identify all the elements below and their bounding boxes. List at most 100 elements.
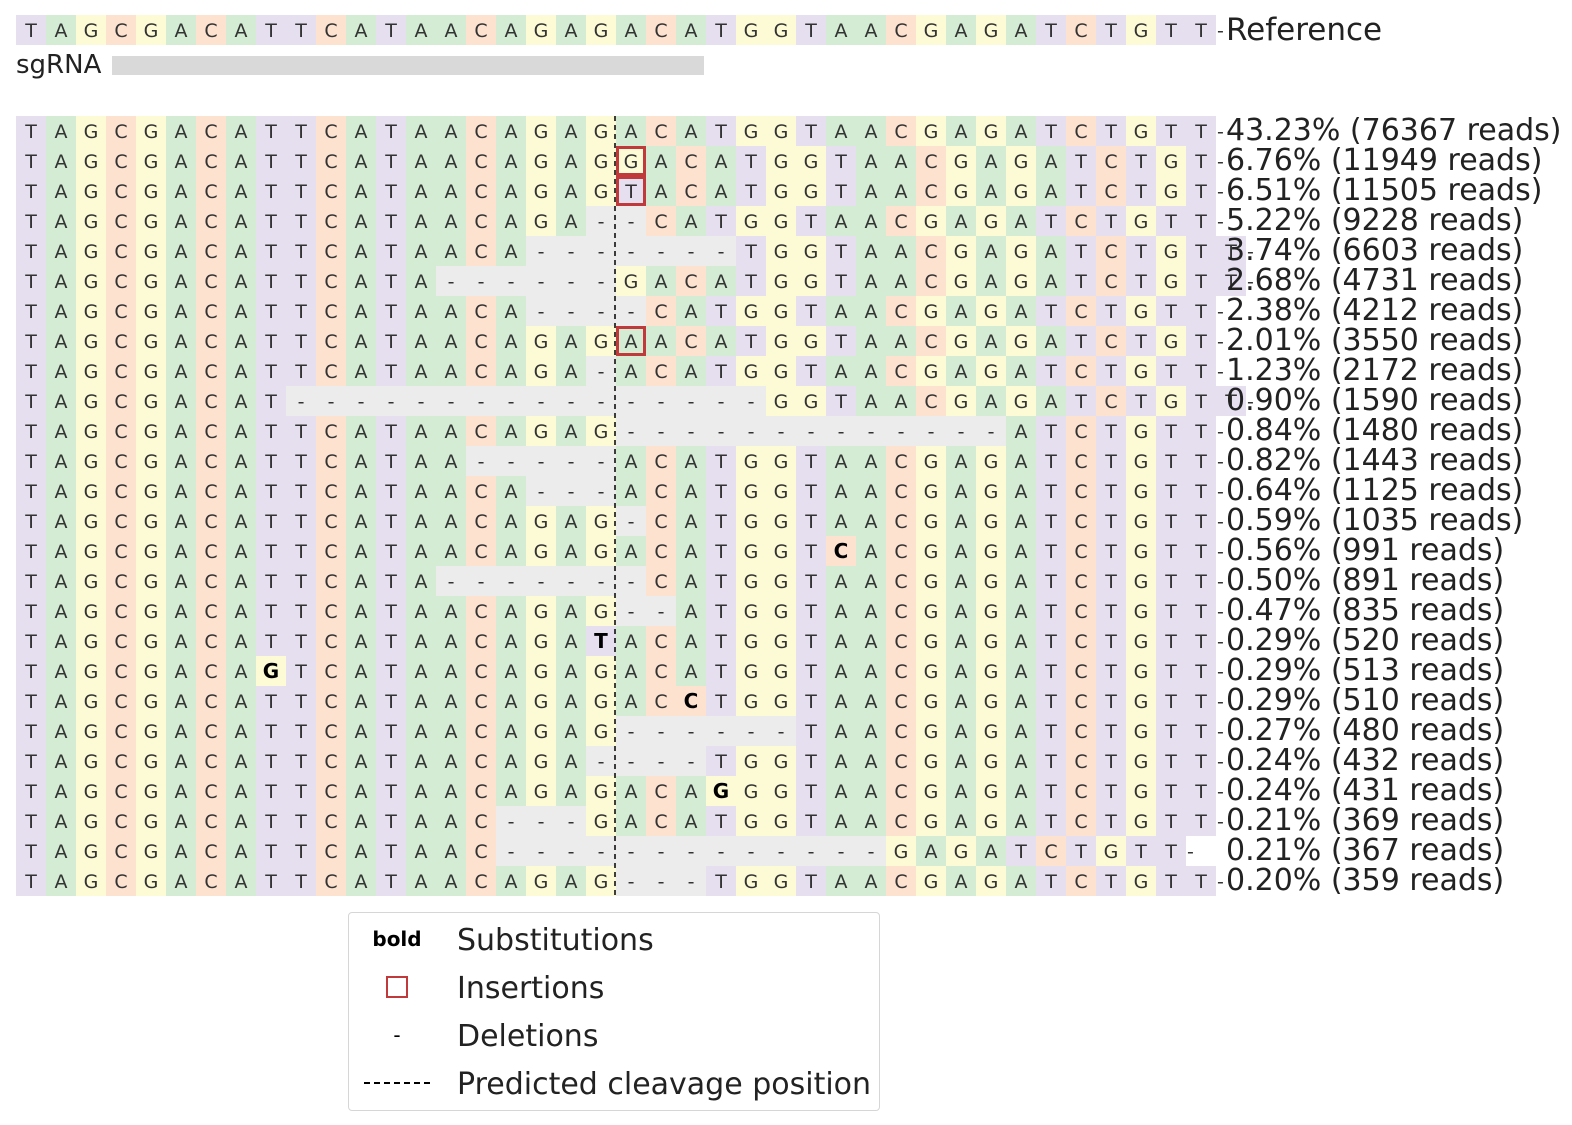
base-cell <box>706 416 736 446</box>
base-letter: T <box>714 541 727 563</box>
base-cell <box>286 326 316 356</box>
base-letter: C <box>894 121 907 143</box>
base-letter: C <box>474 631 487 653</box>
base-letter: G <box>924 511 939 533</box>
deletion-dash: - <box>568 391 575 413</box>
base-cell <box>916 476 946 506</box>
base-letter: T <box>1194 20 1207 42</box>
base-cell <box>556 116 586 146</box>
base-cell <box>856 236 886 266</box>
base-cell <box>586 476 616 506</box>
base-cell <box>676 536 706 566</box>
base-cell <box>1186 15 1216 45</box>
base-letter: T <box>294 601 307 623</box>
base-letter: A <box>235 541 248 563</box>
base-letter: T <box>1194 391 1207 413</box>
base-letter: A <box>835 451 848 473</box>
base-letter: C <box>324 121 337 143</box>
deletion-dash: - <box>568 451 575 473</box>
base-cell <box>586 296 616 326</box>
base-cell <box>856 356 886 386</box>
deletion-dash: - <box>538 481 545 503</box>
base-cell <box>106 656 136 686</box>
base-letter: A <box>505 511 518 533</box>
base-cell <box>16 416 46 446</box>
base-cell <box>166 596 196 626</box>
base-cell <box>76 626 106 656</box>
base-letter: T <box>24 301 37 323</box>
base-letter: T <box>384 751 397 773</box>
base-cell <box>16 566 46 596</box>
base-cell <box>916 206 946 236</box>
base-cell <box>1156 746 1186 776</box>
base-letter: C <box>1074 511 1087 533</box>
base-cell <box>436 656 466 686</box>
base-letter: C <box>204 421 217 443</box>
base-cell <box>676 686 706 716</box>
base-cell <box>166 116 196 146</box>
base-letter: A <box>1045 331 1058 353</box>
base-cell <box>106 176 136 206</box>
base-letter: G <box>744 631 759 653</box>
base-letter: A <box>565 331 578 353</box>
base-letter: T <box>1104 481 1117 503</box>
base-letter: C <box>324 331 337 353</box>
base-cell <box>1156 836 1186 866</box>
base-letter: A <box>235 421 248 443</box>
base-letter: T <box>1134 181 1147 203</box>
base-cell <box>1036 446 1066 476</box>
base-letter: T <box>264 811 277 833</box>
base-letter: A <box>955 211 968 233</box>
base-cell <box>16 806 46 836</box>
base-cell <box>136 236 166 266</box>
base-letter: T <box>714 661 727 683</box>
base-cell <box>1186 716 1216 746</box>
base-letter: G <box>84 481 99 503</box>
base-letter: C <box>204 20 217 42</box>
base-cell <box>136 206 166 236</box>
base-letter: T <box>1044 691 1057 713</box>
base-letter: A <box>895 151 908 173</box>
base-letter: A <box>865 331 878 353</box>
base-letter: C <box>324 181 337 203</box>
base-cell <box>76 356 106 386</box>
base-cell <box>1156 206 1186 236</box>
base-cell <box>436 686 466 716</box>
base-cell <box>46 776 76 806</box>
base-cell <box>1036 806 1066 836</box>
base-letter: G <box>924 481 939 503</box>
base-cell <box>736 386 766 416</box>
base-letter: C <box>654 781 667 803</box>
base-cell <box>346 356 376 386</box>
base-cell <box>1096 716 1126 746</box>
base-cell <box>1096 506 1126 536</box>
base-letter: G <box>84 361 99 383</box>
base-cell <box>1096 416 1126 446</box>
base-letter: A <box>625 811 638 833</box>
base-letter: A <box>355 781 368 803</box>
base-cell <box>1156 626 1186 656</box>
allele-frequency-label: 43.23% (76367 reads) <box>1226 113 1562 148</box>
deletion-dash: - <box>568 841 575 863</box>
base-letter: G <box>624 271 639 293</box>
base-cell <box>556 626 586 656</box>
base-letter: T <box>384 541 397 563</box>
base-cell <box>286 356 316 386</box>
base-cell <box>1096 146 1126 176</box>
base-letter: A <box>955 781 968 803</box>
base-cell <box>106 716 136 746</box>
base-letter: A <box>175 541 188 563</box>
base-cell <box>106 326 136 356</box>
base-letter: C <box>894 481 907 503</box>
base-cell <box>286 566 316 596</box>
base-letter: C <box>894 691 907 713</box>
base-cell <box>1036 836 1066 866</box>
base-cell <box>316 596 346 626</box>
base-cell <box>346 596 376 626</box>
base-cell <box>796 476 826 506</box>
base-cell <box>1066 356 1096 386</box>
allele-frequency-label: 5.22% (9228 reads) <box>1226 203 1523 238</box>
base-cell <box>286 446 316 476</box>
base-cell <box>496 236 526 266</box>
